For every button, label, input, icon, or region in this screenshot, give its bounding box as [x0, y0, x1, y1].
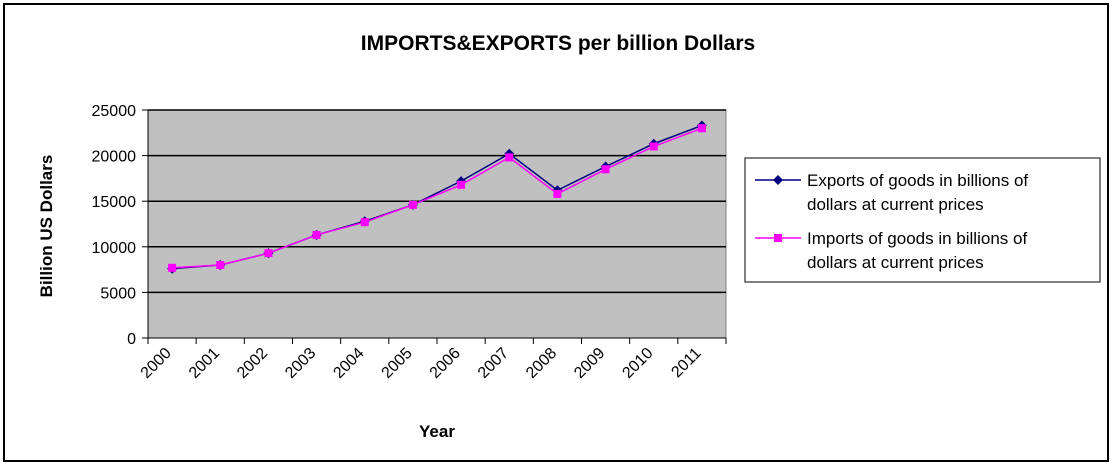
- y-tick-label: 0: [127, 331, 136, 348]
- legend-marker-1: [774, 234, 782, 242]
- y-tick-label: 20000: [92, 149, 137, 166]
- series-1-point: [360, 218, 369, 227]
- series-1-point: [168, 263, 177, 272]
- series-1-point: [312, 230, 321, 239]
- series-line-1: [172, 127, 703, 269]
- legend-label-1: Imports of goods in billions of: [807, 229, 1027, 248]
- y-tick-label: 15000: [92, 194, 137, 211]
- y-tick-label: 5000: [100, 285, 136, 302]
- series-layer: [167, 120, 707, 274]
- y-tick-label: 25000: [92, 103, 137, 120]
- axes: [142, 109, 727, 344]
- plot-area: [147, 109, 727, 339]
- series-1-point: [216, 261, 225, 270]
- legend-marker-0: [773, 175, 783, 185]
- chart-title: IMPORTS&EXPORTS per billion Dollars: [361, 32, 755, 55]
- series-1-point: [697, 124, 706, 133]
- grid-lines: [148, 109, 726, 294]
- legend-box: [744, 157, 1101, 283]
- y-axis-title: Billion US Dollars: [37, 155, 56, 298]
- series-1-point: [601, 165, 610, 174]
- legend-label-0: dollars at current prices: [807, 195, 984, 214]
- legend: Exports of goods in billions of dollars a…: [744, 157, 1101, 283]
- y-tick-label: 10000: [92, 240, 137, 257]
- y-tick-labels: 0 5000 10000 15000 20000 25000: [92, 103, 137, 348]
- series-1-point: [649, 142, 658, 151]
- series-1-point: [264, 249, 273, 258]
- series-1-point: [408, 200, 417, 209]
- series-1-point: [505, 153, 514, 162]
- legend-label-0: Exports of goods in billions of: [807, 171, 1028, 190]
- x-axis-title: Year: [419, 422, 455, 441]
- series-1-point: [553, 189, 562, 198]
- series-1-point: [457, 180, 466, 189]
- legend-label-1: dollars at current prices: [807, 253, 984, 272]
